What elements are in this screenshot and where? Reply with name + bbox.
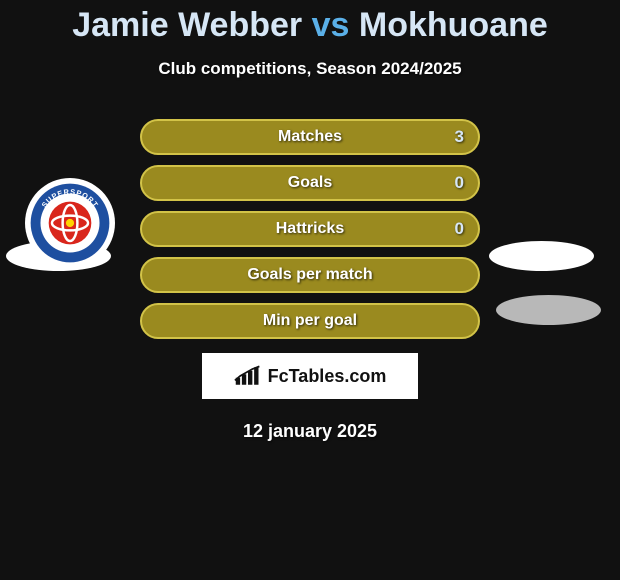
vs-text: vs: [312, 6, 350, 44]
subtitle: Club competitions, Season 2024/2025: [0, 59, 620, 79]
stat-bar-label: Min per goal: [263, 312, 357, 330]
stat-bar: Goals per match: [140, 257, 480, 293]
stat-bar-value: 0: [455, 173, 464, 193]
stat-bar: Goals 0: [140, 165, 480, 201]
club-badge: SUPERSPORT UNITED FC: [25, 178, 115, 268]
player2-name: Mokhuoane: [359, 6, 548, 44]
stat-bar-label: Goals per match: [247, 266, 372, 284]
stat-bar: Min per goal: [140, 303, 480, 339]
ellipse-right-2: [496, 295, 601, 325]
player1-name: Jamie Webber: [72, 6, 302, 44]
stat-bars: Matches 3 Goals 0 Hattricks 0 Goals per match M…: [140, 119, 480, 339]
club-badge-icon: SUPERSPORT UNITED FC: [29, 182, 111, 264]
brand-box: FcTables.com: [202, 353, 418, 399]
stat-bar-label: Matches: [278, 128, 342, 146]
content-area: SUPERSPORT UNITED FC Matches3Goals0Hattr…: [0, 119, 620, 442]
ellipse-right-1: [489, 241, 594, 271]
stat-bar-label: Hattricks: [276, 220, 344, 238]
stat-bar: Hattricks 0: [140, 211, 480, 247]
brand-text: FcTables.com: [268, 366, 387, 387]
stat-bar: Matches 3: [140, 119, 480, 155]
stat-bar-label: Goals: [288, 174, 332, 192]
date-text: 12 january 2025: [0, 421, 620, 442]
page-title: Jamie Webber vs Mokhuoane: [0, 0, 620, 49]
stat-bar-value: 3: [455, 127, 464, 147]
brand-chart-icon: [234, 365, 262, 387]
stat-bar-value: 0: [455, 219, 464, 239]
